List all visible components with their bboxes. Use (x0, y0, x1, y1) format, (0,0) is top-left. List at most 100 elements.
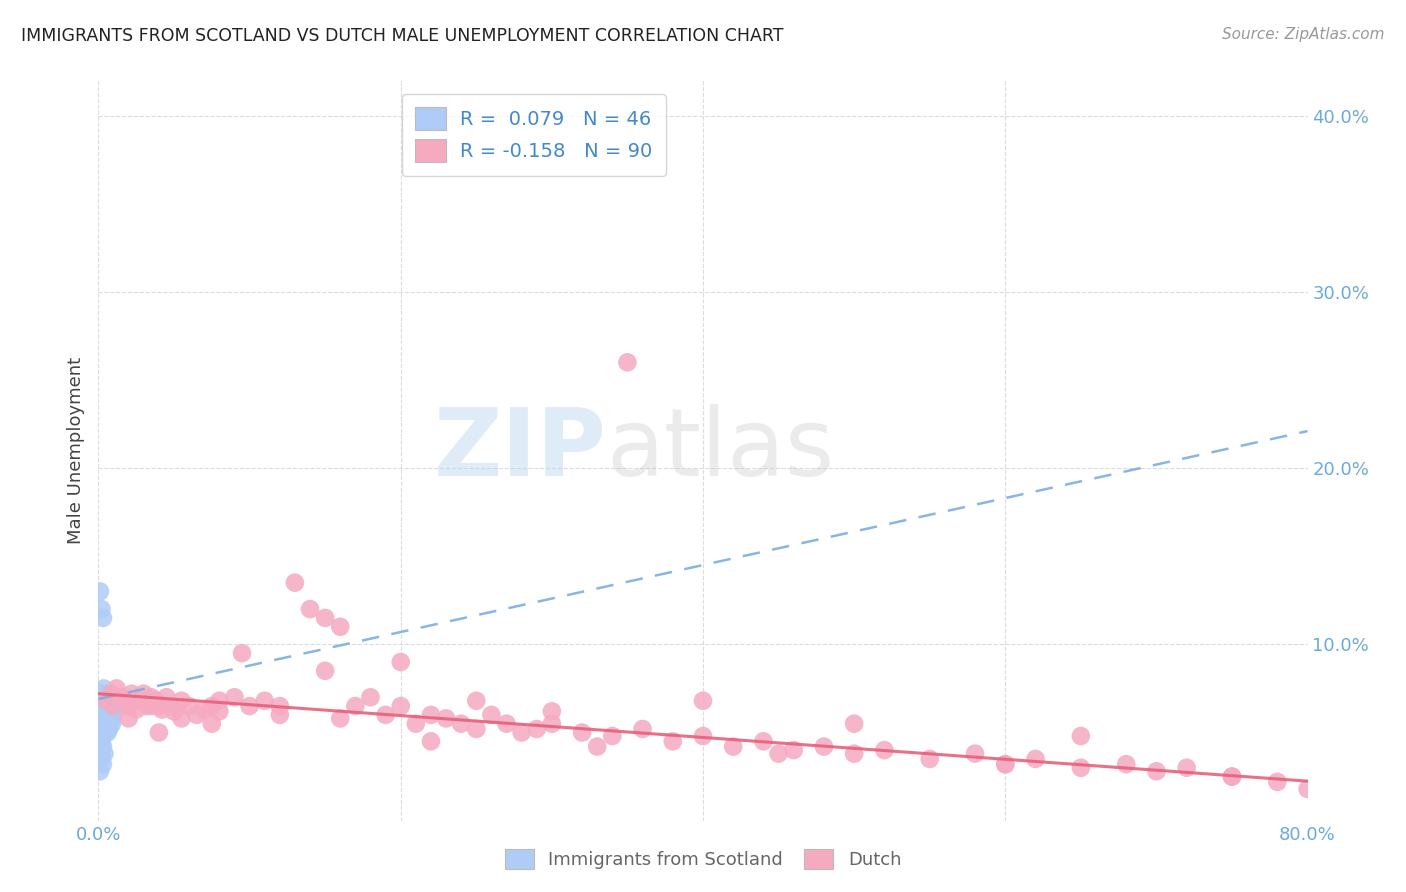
Point (90, 602, 112, 616)
Point (170, 694, 193, 708)
Point (155, 690, 177, 705)
Point (420, 734, 443, 748)
Point (90, 711, 112, 725)
Point (360, 690, 382, 705)
Y-axis label: Male Unemployment: Male Unemployment (66, 357, 84, 544)
Point (100, 687, 122, 701)
Point (1296, 781, 1319, 796)
Point (98, 711, 121, 725)
Point (94, 694, 117, 708)
Text: atlas: atlas (606, 404, 835, 497)
Point (450, 716, 472, 731)
Point (90, 716, 112, 731)
Point (586, 739, 609, 754)
Point (93, 701, 115, 715)
Point (374, 707, 396, 722)
Point (91, 611, 114, 625)
Point (239, 699, 262, 714)
Point (94, 699, 117, 714)
Text: IMMIGRANTS FROM SCOTLAND VS DUTCH MALE UNEMPLOYMENT CORRELATION CHART: IMMIGRANTS FROM SCOTLAND VS DUTCH MALE U… (21, 27, 783, 45)
Point (314, 611, 336, 625)
Point (91, 698, 114, 712)
Point (118, 699, 141, 714)
Point (918, 752, 941, 766)
Point (208, 694, 231, 708)
Point (103, 707, 125, 722)
Point (179, 699, 201, 714)
Text: Source: ZipAtlas.com: Source: ZipAtlas.com (1222, 27, 1385, 42)
Point (1220, 770, 1243, 784)
Point (105, 681, 128, 696)
Point (481, 707, 503, 722)
Point (94, 711, 117, 725)
Point (91, 757, 114, 772)
Point (100, 714, 122, 729)
Point (141, 699, 163, 714)
Point (269, 707, 291, 722)
Point (299, 602, 322, 616)
Point (89, 704, 111, 718)
Point (193, 703, 215, 717)
Point (96, 699, 118, 714)
Point (1070, 729, 1092, 743)
Point (783, 743, 806, 757)
Point (101, 707, 124, 722)
Point (616, 355, 638, 369)
Point (100, 704, 122, 718)
Point (208, 704, 231, 718)
Point (89, 699, 111, 714)
Point (163, 704, 186, 718)
Point (540, 704, 562, 718)
Point (93, 718, 115, 732)
Point (118, 711, 141, 725)
Point (93, 716, 115, 731)
Point (98, 711, 121, 725)
Point (90, 736, 112, 750)
Point (160, 699, 183, 714)
Point (93, 687, 115, 701)
Point (91, 739, 114, 754)
Point (96, 701, 118, 715)
Point (389, 699, 412, 714)
Legend: R =  0.079   N = 46, R = -0.158   N = 90: R = 0.079 N = 46, R = -0.158 N = 90 (402, 94, 666, 176)
Point (692, 694, 714, 708)
Point (420, 707, 443, 722)
Point (526, 722, 548, 736)
Point (844, 716, 866, 731)
Point (94, 694, 117, 708)
Point (329, 620, 352, 634)
Point (253, 694, 276, 708)
Point (201, 716, 224, 731)
Point (994, 757, 1017, 772)
Point (692, 729, 714, 743)
Point (89, 764, 111, 779)
Point (405, 716, 427, 731)
Point (90, 750, 112, 764)
Point (329, 711, 352, 725)
Point (844, 747, 866, 761)
Point (98, 722, 121, 736)
Point (495, 716, 517, 731)
Point (201, 699, 224, 714)
Point (231, 646, 253, 660)
Point (91, 729, 114, 743)
Point (170, 711, 193, 725)
Point (314, 664, 336, 678)
Point (89, 694, 111, 708)
Point (1220, 770, 1243, 784)
Point (121, 687, 143, 701)
Point (91, 696, 114, 710)
Point (93, 694, 115, 708)
Point (91, 690, 114, 705)
Point (96, 725, 118, 739)
Point (269, 699, 291, 714)
Point (93, 681, 115, 696)
Point (125, 703, 148, 717)
Point (434, 711, 457, 725)
Point (813, 739, 835, 754)
Point (1115, 757, 1137, 772)
Point (752, 734, 775, 748)
Point (104, 699, 127, 714)
Point (135, 699, 157, 714)
Point (145, 694, 167, 708)
